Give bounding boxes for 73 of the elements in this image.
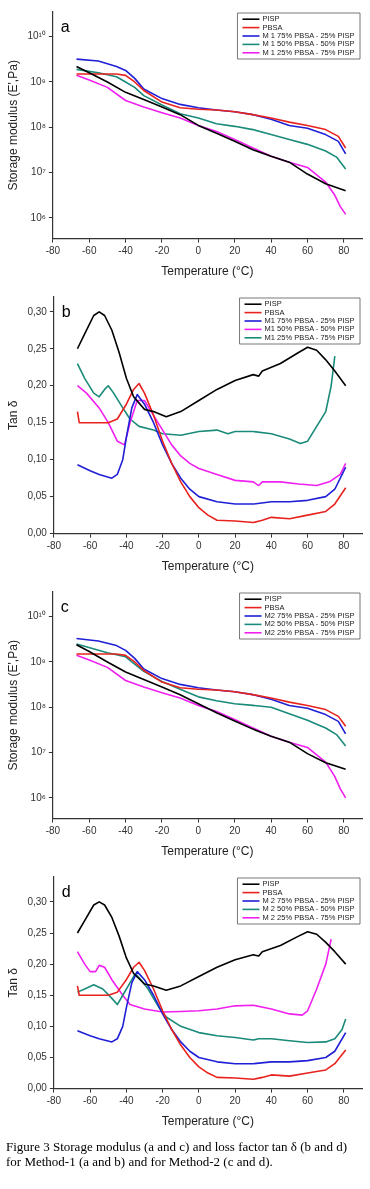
x-tick-label: 20 [229, 1095, 242, 1107]
x-tick-label: 60 [301, 825, 314, 837]
y-tick-label: 10⁷ [31, 166, 47, 178]
caption: Figure 3 Storage modulus (a and c) and loss factor tan δ (b and d) for Method-1 (a and b) and for Method-2 (c and d). [6, 1139, 349, 1169]
x-tick-label: 80 [338, 245, 350, 257]
x-tick-label: 20 [229, 825, 241, 837]
annotation: a [60, 18, 70, 36]
annotation: c [60, 598, 69, 616]
y-tick-label: 0,30 [27, 895, 48, 907]
x-tick-label: 60 [302, 1095, 314, 1107]
y-tick-label: 10⁶ [30, 211, 46, 223]
x-tick-label: 40 [265, 540, 278, 552]
y-tick-label: 0,00 [27, 1082, 48, 1094]
x-tick-label: 40 [265, 245, 278, 257]
x-tick-label: -60 [82, 245, 97, 257]
y-tick-label: 0,20 [27, 957, 48, 969]
y-tick-label: 10¹⁰ [27, 610, 46, 622]
x-tick-label: 0 [196, 540, 203, 552]
x-tick-label: -20 [154, 245, 170, 257]
annotation: b [61, 303, 71, 321]
y-tick-label: 10⁹ [30, 75, 46, 87]
x-tick-label: -20 [155, 1095, 171, 1107]
x-tick-label: 80 [338, 825, 350, 837]
y-tick-label: 0,30 [27, 305, 48, 317]
y-tick-label: 0,05 [27, 490, 48, 502]
y-tick-label: 0,15 [27, 416, 48, 428]
y-tick-label: 0,15 [27, 989, 48, 1000]
y-axis-title: Storage modulus (E',Pa) [5, 60, 20, 191]
x-axis-title: Temperature (°C) [161, 559, 255, 574]
y-tick-label: 10⁸ [30, 701, 46, 713]
y-tick-label: 0,25 [27, 342, 48, 354]
y-tick-label: 0,25 [27, 926, 48, 938]
x-tick-label: -40 [119, 540, 135, 552]
x-tick-label: 60 [301, 245, 314, 257]
x-tick-label: -60 [82, 1095, 98, 1107]
y-tick-label: 0,00 [27, 527, 48, 539]
x-tick-label: 40 [265, 1095, 278, 1107]
x-tick-label: 80 [338, 540, 350, 552]
y-tick-label: 10⁷ [31, 746, 47, 758]
x-tick-label: -40 [119, 1095, 135, 1107]
x-tick-label: -20 [154, 825, 170, 837]
x-tick-label: -40 [118, 825, 134, 837]
y-tick-label: 0,05 [27, 1051, 48, 1063]
y-tick-label: 0,10 [27, 453, 48, 465]
x-tick-label: 60 [302, 540, 314, 552]
y-tick-label: 0,10 [27, 1020, 48, 1032]
annotation: d [61, 883, 71, 901]
x-axis-title: Temperature (°C) [161, 264, 254, 279]
x-tick-label: -60 [82, 540, 98, 552]
x-tick-label: -80 [45, 825, 61, 837]
x-tick-label: -80 [45, 245, 61, 257]
y-tick-label: 10⁹ [30, 655, 46, 667]
x-tick-label: -60 [82, 825, 97, 837]
x-tick-label: -20 [155, 540, 171, 552]
x-tick-label: 0 [195, 245, 202, 257]
x-tick-label: -80 [46, 1095, 62, 1107]
x-tick-label: -80 [46, 540, 62, 552]
y-tick-label: 10¹⁰ [27, 30, 46, 42]
x-tick-label: 20 [229, 245, 241, 257]
x-tick-label: 80 [338, 1095, 350, 1107]
y-tick-label: 0,20 [27, 379, 48, 391]
y-axis-title: Storage modulus (E',Pa) [5, 640, 20, 771]
y-axis-title: Tan δ [5, 967, 20, 998]
x-tick-label: 20 [229, 540, 242, 552]
x-axis-title: Temperature (°C) [161, 844, 254, 859]
x-tick-label: 0 [195, 825, 202, 837]
x-axis-title: Temperature (°C) [161, 1114, 255, 1129]
y-tick-label: 10⁶ [30, 791, 46, 803]
x-tick-label: -40 [118, 245, 134, 257]
x-tick-label: 0 [196, 1095, 203, 1107]
y-tick-label: 10⁸ [30, 121, 46, 133]
x-tick-label: 40 [265, 825, 278, 837]
y-axis-title: Tan δ [5, 400, 20, 430]
